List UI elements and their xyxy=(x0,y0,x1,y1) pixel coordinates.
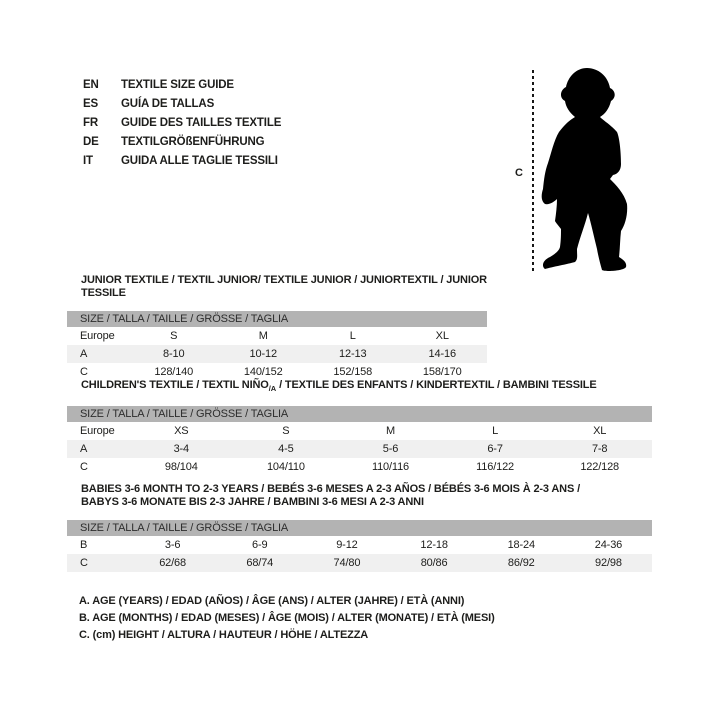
cell: 4-5 xyxy=(278,443,294,456)
cell: 122/128 xyxy=(580,461,620,474)
cell: 8-10 xyxy=(163,348,185,360)
cell: 68/74 xyxy=(246,557,274,569)
size-header-bar: SIZE / TALLA / TAILLE / GRÖSSE / TAGLIA xyxy=(67,406,652,423)
cell: L xyxy=(492,425,499,438)
cell: 152/158 xyxy=(333,366,373,378)
cell: 62/68 xyxy=(159,557,186,569)
cell: 10-12 xyxy=(249,348,278,360)
language-code: DE xyxy=(83,136,99,148)
cell: XL xyxy=(435,330,449,342)
table-row: Europe XS S M L XL xyxy=(67,422,652,440)
language-code: FR xyxy=(83,117,99,129)
cell: 158/170 xyxy=(422,366,462,378)
language-row: IT GUIDA ALLE TAGLIE TESSILI xyxy=(83,152,281,171)
cell: XL xyxy=(593,425,607,438)
table-row: C 62/68 68/74 74/80 80/86 86/92 92/98 xyxy=(67,554,652,572)
language-title: TEXTILE SIZE GUIDE xyxy=(121,79,234,91)
language-title: GUÍA DE TALLAS xyxy=(121,98,215,110)
language-row: ES GUÍA DE TALLAS xyxy=(83,95,281,114)
language-title: TEXTILGRÖßENFÜHRUNG xyxy=(121,136,265,148)
row-label: C xyxy=(80,366,88,378)
legend-line-a: A. AGE (YEARS) / EDAD (AÑOS) / ÂGE (ANS)… xyxy=(79,595,465,607)
cell: 86/92 xyxy=(507,557,535,569)
row-label: A xyxy=(80,443,88,456)
cell: 6-9 xyxy=(252,539,268,551)
cell: 9-12 xyxy=(336,539,358,551)
cell: 110/116 xyxy=(371,461,410,474)
cell: 6-7 xyxy=(487,443,503,456)
row-label: Europe xyxy=(80,425,115,438)
table-title: JUNIOR TEXTILE / TEXTIL JUNIOR/ TEXTILE … xyxy=(81,274,487,299)
cell: S xyxy=(170,330,178,342)
row-label: Europe xyxy=(80,330,115,342)
toddler-silhouette-icon xyxy=(541,68,628,271)
language-code: IT xyxy=(83,155,93,167)
language-row: DE TEXTILGRÖßENFÜHRUNG xyxy=(83,133,281,152)
cell: 14-16 xyxy=(428,348,457,360)
cell: 80/86 xyxy=(420,557,448,569)
legend-line-c: C. (cm) HEIGHT / ALTURA / HAUTEUR / HÖHE… xyxy=(79,629,369,641)
measurement-legend: A. AGE (YEARS) / EDAD (AÑOS) / ÂGE (ANS)… xyxy=(79,593,495,644)
cell: XS xyxy=(174,425,189,438)
height-measure-label: C xyxy=(515,167,523,179)
language-code: EN xyxy=(83,79,99,91)
size-table-babies: BABIES 3-6 MONTH TO 2-3 YEARS / BEBÉS 3-… xyxy=(67,483,652,572)
cell: 92/98 xyxy=(595,557,622,569)
size-header-bar: SIZE / TALLA / TAILLE / GRÖSSE / TAGLIA xyxy=(67,311,487,327)
cell: 140/152 xyxy=(243,366,283,378)
row-label: C xyxy=(80,461,88,474)
size-table-junior: JUNIOR TEXTILE / TEXTIL JUNIOR/ TEXTILE … xyxy=(67,274,487,381)
cell: 12-18 xyxy=(420,539,448,551)
cell: M xyxy=(258,330,268,342)
language-title: GUIDA ALLE TAGLIE TESSILI xyxy=(121,155,278,167)
cell: L xyxy=(349,330,356,342)
cell: 24-36 xyxy=(594,539,623,551)
cell: 3-6 xyxy=(164,539,181,551)
table-row: Europe S M L XL xyxy=(67,327,487,345)
language-row: FR GUIDE DES TAILLES TEXTILE xyxy=(83,114,281,133)
cell: 5-6 xyxy=(382,443,399,456)
cell: 104/110 xyxy=(266,461,305,474)
cell: 98/104 xyxy=(164,461,198,474)
cell: 18-24 xyxy=(507,539,536,551)
cell: 3-4 xyxy=(173,443,190,456)
height-measure-dashed-line xyxy=(532,70,534,271)
table-row: C 128/140 140/152 152/158 158/170 xyxy=(67,363,487,381)
cell: S xyxy=(282,425,290,438)
table-row: A 3-4 4-5 5-6 6-7 7-8 xyxy=(67,440,652,459)
table-row: C 98/104 104/110 110/116 116/122 122/128 xyxy=(67,458,652,476)
cell: 7-8 xyxy=(591,443,608,456)
size-header-bar: SIZE / TALLA / TAILLE / GRÖSSE / TAGLIA xyxy=(67,520,652,536)
cell: 128/140 xyxy=(154,366,194,378)
cell: 12-13 xyxy=(339,348,367,360)
legend-line-b: B. AGE (MONTHS) / EDAD (MESES) / ÂGE (MO… xyxy=(79,612,495,624)
title-subscript: /A xyxy=(268,384,277,394)
language-title: GUIDE DES TAILLES TEXTILE xyxy=(121,117,282,129)
language-row: EN TEXTILE SIZE GUIDE xyxy=(83,76,281,95)
table-title: BABIES 3-6 MONTH TO 2-3 YEARS / BEBÉS 3-… xyxy=(81,483,580,508)
row-label: B xyxy=(80,539,88,551)
cell: 74/80 xyxy=(333,557,361,569)
table-row: B 3-6 6-9 9-12 12-18 18-24 24-36 xyxy=(67,536,652,554)
language-code: ES xyxy=(83,98,99,110)
row-label: A xyxy=(80,348,88,360)
size-table-children: CHILDREN'S TEXTILE / TEXTIL NIÑO/A / TEX… xyxy=(67,379,652,476)
cell: 116/122 xyxy=(476,461,515,474)
table-row: A 8-10 10-12 12-13 14-16 xyxy=(67,345,487,363)
row-label: C xyxy=(80,557,88,569)
language-list: EN TEXTILE SIZE GUIDE ES GUÍA DE TALLAS … xyxy=(83,76,281,171)
cell: M xyxy=(385,425,395,438)
table-title: CHILDREN'S TEXTILE / TEXTIL NIÑO/A / TEX… xyxy=(81,379,597,394)
